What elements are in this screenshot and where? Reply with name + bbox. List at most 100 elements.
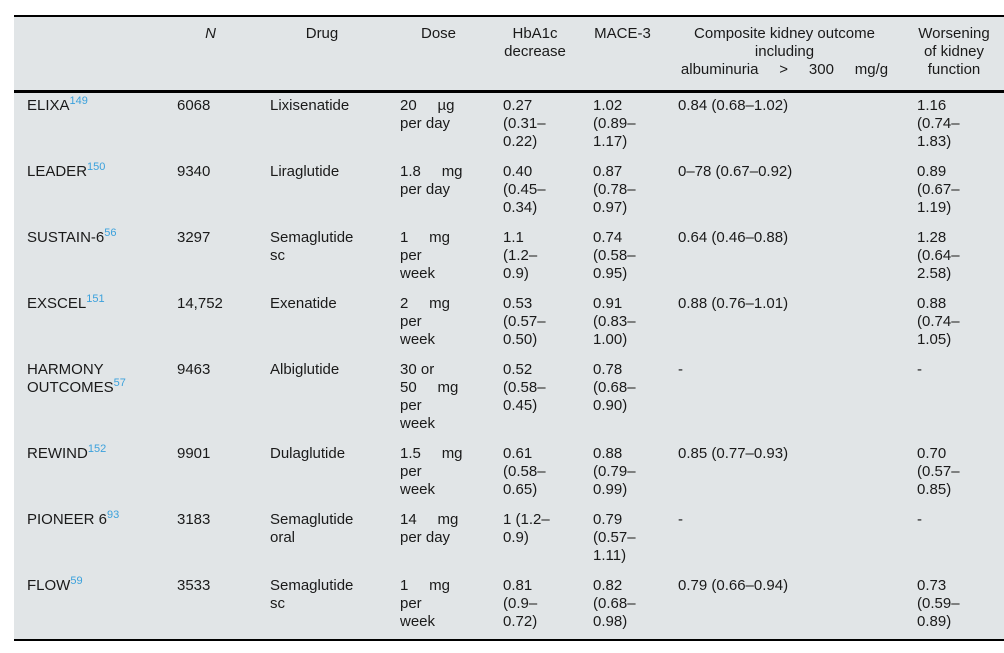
cell-hba1c: 1.1 (1.2– 0.9)	[503, 228, 538, 282]
cell-trial: SUSTAIN-656	[14, 225, 164, 291]
cell-dose: 1 mg per week	[400, 228, 451, 282]
cell-n: 9463	[177, 360, 211, 378]
cell-n: 14,752	[177, 294, 223, 312]
cell-n: 3183	[177, 510, 211, 528]
cell-n: 3533	[177, 576, 211, 594]
cell-mace: 0.91 (0.83– 1.00)	[593, 294, 636, 348]
table-row: FLOW59 3533 Semaglutide sc 1 mg per week 0.8…	[14, 573, 1004, 640]
column-header-trial	[14, 16, 164, 91]
reference-link[interactable]: 57	[113, 376, 126, 389]
table-row: ELIXA149 6068 Lixisenatide 20 µg per day 0.2…	[14, 91, 1004, 159]
cell-trial: ELIXA149	[14, 91, 164, 159]
table-header: N Drug Dose HbA1c decrease MACE-3 Compos…	[14, 16, 1004, 91]
cell-dose: 14 mg per day	[400, 510, 459, 546]
cell-drug: Liraglutide	[270, 162, 340, 180]
cell-trial: PIONEER 693	[14, 507, 164, 573]
cell-trial: FLOW59	[14, 573, 164, 640]
cell-worsening: -	[917, 510, 922, 528]
cell-mace: 0.74 (0.58– 0.95)	[593, 228, 636, 282]
cell-drug: Exenatide	[270, 294, 337, 312]
table-row: EXSCEL151 14,752 Exenatide 2 mg per week 0.5…	[14, 291, 1004, 357]
cell-kidney: 0.88 (0.76–1.01)	[678, 294, 789, 312]
cell-worsening: 1.28 (0.64– 2.58)	[917, 228, 960, 282]
column-header-mace3: MACE-3	[594, 25, 651, 42]
table-body: ELIXA149 6068 Lixisenatide 20 µg per day 0.2…	[14, 91, 1004, 640]
cell-dose: 20 µg per day	[400, 96, 455, 132]
cell-worsening: 1.16 (0.74– 1.83)	[917, 96, 960, 150]
trial-name: EXSCEL	[27, 294, 87, 312]
cell-drug: Albiglutide	[270, 360, 340, 378]
table-row: LEADER150 9340 Liraglutide 1.8 mg per day 0.…	[14, 159, 1004, 225]
cell-n: 9340	[177, 162, 211, 180]
cell-mace: 0.88 (0.79– 0.99)	[593, 444, 636, 498]
cell-n: 6068	[177, 96, 211, 114]
cell-n: 3297	[177, 228, 211, 246]
table-row: SUSTAIN-656 3297 Semaglutide sc 1 mg per we…	[14, 225, 1004, 291]
reference-link[interactable]: 56	[104, 226, 117, 239]
reference-link[interactable]: 59	[70, 574, 83, 587]
cell-mace: 1.02 (0.89– 1.17)	[593, 96, 636, 150]
cell-kidney: 0.85 (0.77–0.93)	[678, 444, 789, 462]
cell-drug: Dulaglutide	[270, 444, 346, 462]
column-header-dose: Dose	[420, 25, 457, 42]
cell-drug: Semaglutide oral	[270, 510, 354, 546]
reference-link[interactable]: 149	[69, 94, 88, 107]
trial-name: PIONEER 6	[27, 510, 108, 528]
reference-link[interactable]: 150	[87, 160, 106, 173]
cell-kidney: 0.64 (0.46–0.88)	[678, 228, 789, 246]
table-row: PIONEER 693 3183 Semaglutide oral 14 mg per…	[14, 507, 1004, 573]
cell-trial: HARMONY OUTCOMES57	[14, 357, 164, 441]
cell-mace: 0.78 (0.68– 0.90)	[593, 360, 636, 414]
trial-name: SUSTAIN-6	[27, 228, 105, 246]
cell-hba1c: 0.27 (0.31– 0.22)	[503, 96, 546, 150]
glp1-trials-table: N Drug Dose HbA1c decrease MACE-3 Compos…	[14, 15, 1004, 641]
cell-kidney: 0.79 (0.66–0.94)	[678, 576, 789, 594]
table-row: HARMONY OUTCOMES57 9463 Albiglutide 30 or 5…	[14, 357, 1004, 441]
cell-hba1c: 0.52 (0.58– 0.45)	[503, 360, 546, 414]
column-header-drug: Drug	[305, 25, 339, 42]
cell-dose: 1 mg per week	[400, 576, 451, 630]
cell-mace: 0.79 (0.57– 1.11)	[593, 510, 636, 564]
cell-worsening: 0.70 (0.57– 0.85)	[917, 444, 960, 498]
column-header-composite-kidney-outcome: Composite kidney outcome including album…	[680, 25, 889, 78]
cell-trial: LEADER150	[14, 159, 164, 225]
cell-worsening: 0.73 (0.59– 0.89)	[917, 576, 960, 630]
cell-mace: 0.87 (0.78– 0.97)	[593, 162, 636, 216]
reference-link[interactable]: 152	[87, 442, 107, 455]
cell-worsening: 0.88 (0.74– 1.05)	[917, 294, 960, 348]
cell-hba1c: 0.81 (0.9– 0.72)	[503, 576, 538, 630]
cell-kidney: 0.84 (0.68–1.02)	[678, 96, 789, 114]
cell-kidney: 0–78 (0.67–0.92)	[678, 162, 793, 180]
cell-n: 9901	[177, 444, 211, 462]
reference-link[interactable]: 93	[107, 508, 120, 521]
cell-dose: 30 or 50 mg per week	[400, 360, 459, 432]
cell-drug: Semaglutide sc	[270, 576, 354, 612]
cell-hba1c: 0.61 (0.58– 0.65)	[503, 444, 546, 498]
column-header-worsening-kidney-function: Worsening of kidney function	[918, 25, 990, 78]
trial-name: FLOW	[27, 576, 71, 594]
cell-dose: 2 mg per week	[400, 294, 451, 348]
cell-hba1c: 1 (1.2– 0.9)	[503, 510, 550, 546]
column-header-hba1c-decrease: HbA1c decrease	[504, 25, 566, 60]
cell-dose: 1.5 mg per week	[400, 444, 463, 498]
header-row: N Drug Dose HbA1c decrease MACE-3 Compos…	[14, 16, 1004, 91]
cell-drug: Lixisenatide	[270, 96, 350, 114]
cell-kidney: -	[678, 360, 683, 378]
cell-worsening: 0.89 (0.67– 1.19)	[917, 162, 960, 216]
cell-worsening: -	[917, 360, 922, 378]
cell-hba1c: 0.53 (0.57– 0.50)	[503, 294, 546, 348]
cell-hba1c: 0.40 (0.45– 0.34)	[503, 162, 546, 216]
trial-name: LEADER	[27, 162, 88, 180]
cell-trial: EXSCEL151	[14, 291, 164, 357]
cell-mace: 0.82 (0.68– 0.98)	[593, 576, 636, 630]
trial-name: REWIND	[27, 444, 88, 462]
cell-dose: 1.8 mg per day	[400, 162, 463, 198]
column-header-n: N	[205, 25, 216, 42]
trial-name: HARMONY OUTCOMES	[27, 360, 114, 396]
cell-kidney: -	[678, 510, 683, 528]
table-row: REWIND152 9901 Dulaglutide 1.5 mg per week 0…	[14, 441, 1004, 507]
reference-link[interactable]: 151	[86, 292, 105, 305]
trial-name: ELIXA	[27, 96, 70, 114]
cell-drug: Semaglutide sc	[270, 228, 354, 264]
